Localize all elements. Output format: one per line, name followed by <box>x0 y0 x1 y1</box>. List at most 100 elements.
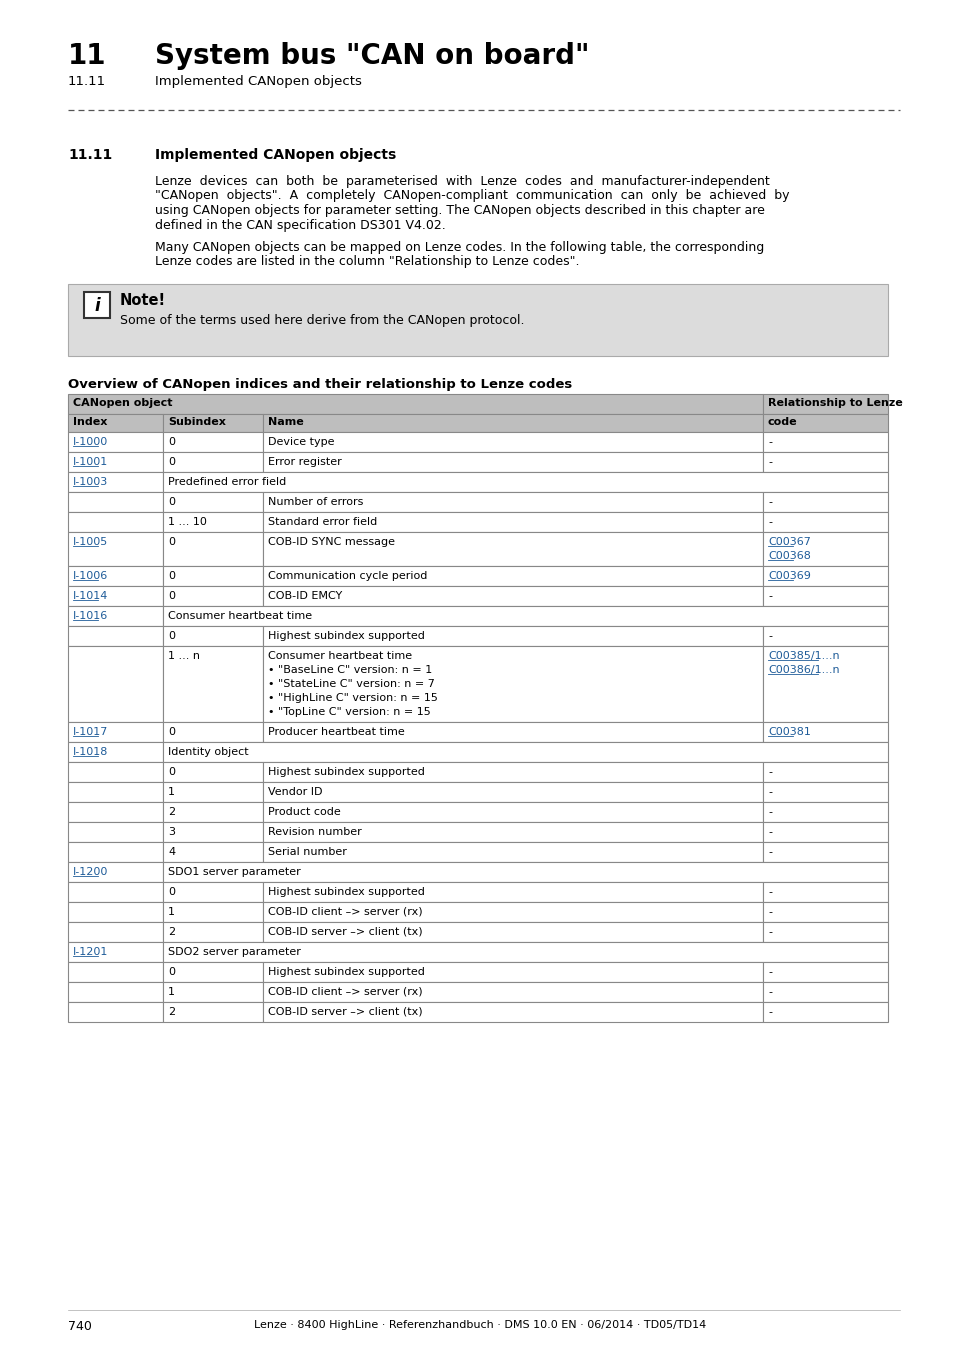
Bar <box>263 782 762 802</box>
Bar <box>163 1002 263 1022</box>
Text: 2: 2 <box>168 807 175 817</box>
Text: code: code <box>767 417 797 427</box>
Bar <box>68 452 163 472</box>
Bar <box>68 722 163 742</box>
Bar <box>163 647 263 722</box>
Text: -: - <box>767 967 771 977</box>
Bar <box>68 414 163 432</box>
Text: -: - <box>767 591 771 601</box>
Text: Serial number: Serial number <box>268 846 347 857</box>
Bar <box>163 586 263 606</box>
Text: Lenze  devices  can  both  be  parameterised  with  Lenze  codes  and  manufactu: Lenze devices can both be parameterised … <box>154 176 769 188</box>
Text: 2: 2 <box>168 1007 175 1017</box>
Text: 1 ... 10: 1 ... 10 <box>168 517 207 526</box>
Text: Highest subindex supported: Highest subindex supported <box>268 630 424 641</box>
Text: I-1005: I-1005 <box>73 537 108 547</box>
Text: -: - <box>767 497 771 508</box>
Text: Subindex: Subindex <box>168 417 226 427</box>
Bar <box>163 963 263 981</box>
Text: I-1016: I-1016 <box>73 612 108 621</box>
Bar <box>68 512 163 532</box>
Bar <box>263 566 762 586</box>
Bar <box>68 981 163 1002</box>
Text: 0: 0 <box>168 630 174 641</box>
Text: COB-ID server –> client (tx): COB-ID server –> client (tx) <box>268 927 422 937</box>
Bar <box>762 647 887 722</box>
Text: Vendor ID: Vendor ID <box>268 787 322 796</box>
Text: C00369: C00369 <box>767 571 810 580</box>
Text: Standard error field: Standard error field <box>268 517 376 526</box>
Bar <box>68 842 163 863</box>
Text: Communication cycle period: Communication cycle period <box>268 571 427 580</box>
Bar <box>263 432 762 452</box>
Text: -: - <box>767 787 771 796</box>
Text: COB-ID client –> server (rx): COB-ID client –> server (rx) <box>268 987 422 998</box>
Bar <box>68 863 163 882</box>
Bar <box>762 963 887 981</box>
Bar <box>762 452 887 472</box>
Text: Highest subindex supported: Highest subindex supported <box>268 767 424 778</box>
Text: 0: 0 <box>168 767 174 778</box>
Bar <box>163 761 263 782</box>
Text: I-1014: I-1014 <box>73 591 109 601</box>
Bar <box>163 822 263 842</box>
Bar <box>263 647 762 722</box>
Bar <box>163 432 263 452</box>
Bar <box>163 532 263 566</box>
Bar <box>68 942 163 963</box>
Bar <box>68 922 163 942</box>
Text: I-1200: I-1200 <box>73 867 109 878</box>
Text: C00368: C00368 <box>767 551 810 562</box>
Bar <box>263 802 762 822</box>
Text: Relationship to Lenze: Relationship to Lenze <box>767 398 902 408</box>
Text: 11: 11 <box>68 42 107 70</box>
Text: Many CANopen objects can be mapped on Lenze codes. In the following table, the c: Many CANopen objects can be mapped on Le… <box>154 242 763 254</box>
Bar <box>163 626 263 647</box>
Bar <box>263 842 762 863</box>
Text: • "HighLine C" version: n = 15: • "HighLine C" version: n = 15 <box>268 693 437 703</box>
Text: Lenze · 8400 HighLine · Referenzhandbuch · DMS 10.0 EN · 06/2014 · TD05/TD14: Lenze · 8400 HighLine · Referenzhandbuch… <box>253 1320 705 1330</box>
Text: C00386/1...n: C00386/1...n <box>767 666 839 675</box>
Text: -: - <box>767 907 771 917</box>
Bar <box>263 626 762 647</box>
Bar <box>163 722 263 742</box>
Text: 1: 1 <box>168 907 174 917</box>
Text: Name: Name <box>268 417 303 427</box>
Bar <box>263 902 762 922</box>
Bar <box>263 761 762 782</box>
Text: 0: 0 <box>168 571 174 580</box>
Text: Revision number: Revision number <box>268 828 361 837</box>
Text: -: - <box>767 767 771 778</box>
Bar <box>762 626 887 647</box>
Bar <box>68 394 762 414</box>
Bar <box>263 882 762 902</box>
Text: Lenze codes are listed in the column "Relationship to Lenze codes".: Lenze codes are listed in the column "Re… <box>154 255 578 269</box>
Text: -: - <box>767 807 771 817</box>
Bar <box>68 606 163 626</box>
Bar <box>263 532 762 566</box>
Bar <box>163 922 263 942</box>
Text: 2: 2 <box>168 927 175 937</box>
Text: 0: 0 <box>168 728 174 737</box>
Bar <box>263 722 762 742</box>
Text: Implemented CANopen objects: Implemented CANopen objects <box>154 148 395 162</box>
Text: 11.11: 11.11 <box>68 148 112 162</box>
Text: CANopen object: CANopen object <box>73 398 172 408</box>
Text: 0: 0 <box>168 497 174 508</box>
Text: Highest subindex supported: Highest subindex supported <box>268 887 424 896</box>
Bar <box>263 491 762 512</box>
Text: Consumer heartbeat time: Consumer heartbeat time <box>268 651 412 661</box>
Text: -: - <box>767 437 771 447</box>
Bar <box>68 586 163 606</box>
Text: -: - <box>767 517 771 526</box>
Text: Overview of CANopen indices and their relationship to Lenze codes: Overview of CANopen indices and their re… <box>68 378 572 392</box>
Bar <box>68 822 163 842</box>
Text: I-1003: I-1003 <box>73 477 108 487</box>
Bar <box>163 981 263 1002</box>
Text: COB-ID server –> client (tx): COB-ID server –> client (tx) <box>268 1007 422 1017</box>
Bar <box>68 284 887 356</box>
Bar <box>163 802 263 822</box>
Text: • "StateLine C" version: n = 7: • "StateLine C" version: n = 7 <box>268 679 435 688</box>
Bar <box>263 586 762 606</box>
Text: 0: 0 <box>168 887 174 896</box>
